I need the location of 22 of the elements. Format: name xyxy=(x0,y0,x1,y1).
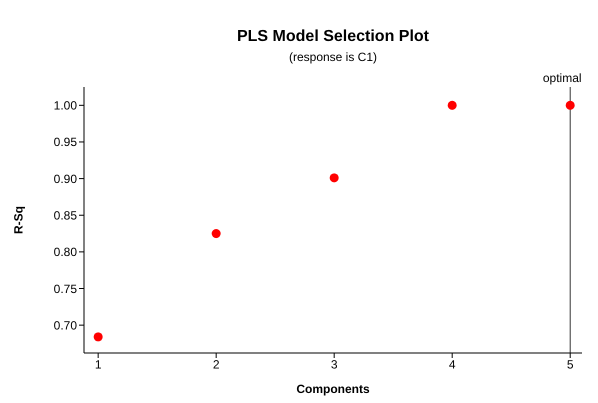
x-tick-label: 3 xyxy=(330,358,338,372)
point xyxy=(566,100,575,110)
point xyxy=(330,173,339,182)
y-tick-label: 0.75 xyxy=(54,282,78,296)
y-tick-label: 0.90 xyxy=(54,172,78,186)
y-tick-label: 1.00 xyxy=(54,98,78,113)
point xyxy=(212,229,221,238)
point xyxy=(448,100,457,110)
y-tick-label: 0.70 xyxy=(54,318,78,332)
x-tick-label: 4 xyxy=(448,358,456,372)
y-tick-label: 0.85 xyxy=(54,208,78,222)
ref-line-label: optimal xyxy=(542,71,582,85)
x-axis-title: Components xyxy=(296,382,370,396)
chart-subtitle: (response is C1) xyxy=(288,50,378,64)
y-axis-title: R-Sq xyxy=(11,206,26,234)
y-tick-label: 0.95 xyxy=(54,135,78,150)
chart-title: PLS Model Selection Plot xyxy=(236,28,430,46)
y-tick-label: 0.80 xyxy=(54,245,78,260)
x-tick-label: 1 xyxy=(94,358,102,372)
point xyxy=(94,332,103,342)
x-tick-label: 5 xyxy=(566,358,574,372)
x-tick-label: 2 xyxy=(212,358,220,372)
